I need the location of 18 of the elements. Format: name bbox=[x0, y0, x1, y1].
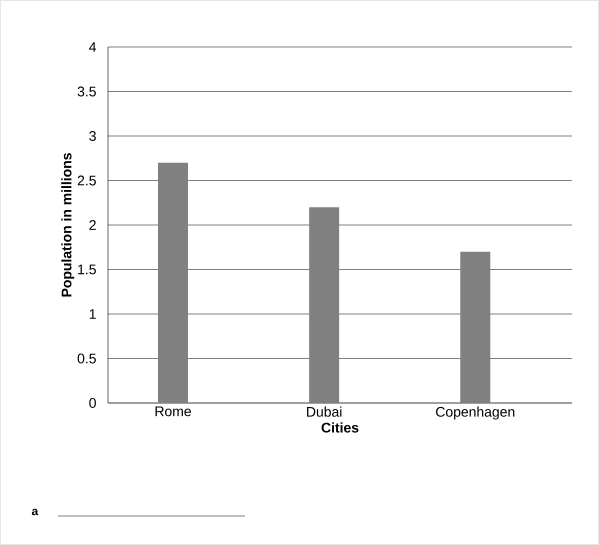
x-tick-label: Rome bbox=[156, 406, 191, 416]
y-tick-label: 3.5 bbox=[78, 86, 96, 96]
x-tick-label: Copenhagen bbox=[436, 406, 514, 420]
bar bbox=[158, 162, 188, 403]
text: a bbox=[32, 508, 38, 516]
x-axis-title: Cities bbox=[322, 422, 358, 433]
y-axis-title: Population in millions bbox=[61, 153, 74, 297]
bar bbox=[309, 207, 340, 403]
y-tick-label: 2 bbox=[89, 220, 96, 230]
y-tick-label: 1.5 bbox=[78, 264, 96, 274]
y-tick-label: 1 bbox=[90, 309, 96, 319]
y-tick-label: 0.5 bbox=[78, 354, 96, 364]
y-tick-label: 3 bbox=[89, 131, 96, 141]
y-tick-label: 2.5 bbox=[78, 176, 96, 186]
x-tick-label: Dubai bbox=[307, 406, 342, 417]
bar bbox=[460, 252, 490, 403]
y-tick-label: 0 bbox=[89, 398, 96, 408]
y-tick-label: 4 bbox=[89, 42, 96, 52]
